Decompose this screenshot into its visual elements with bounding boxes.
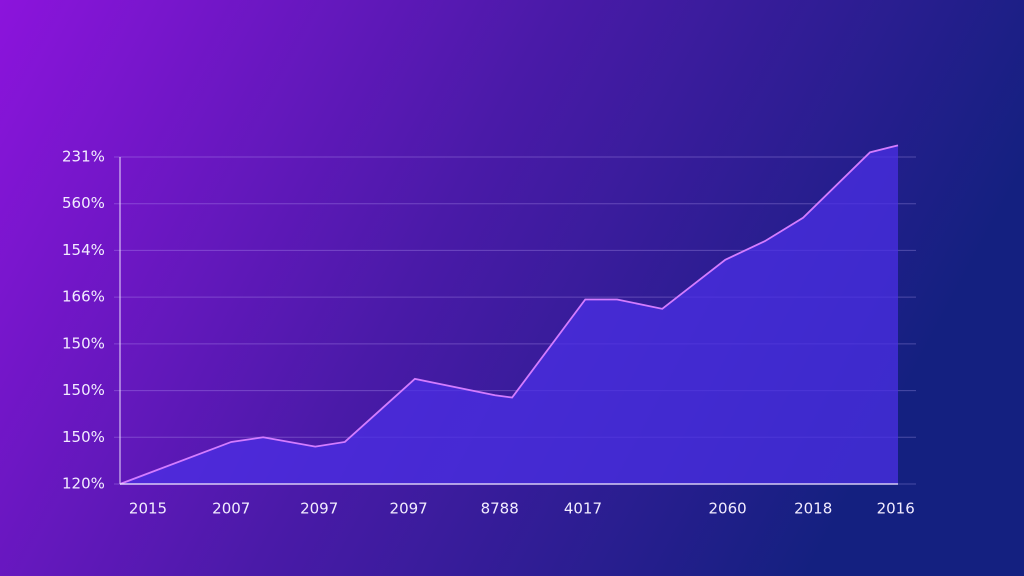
- y-tick-label: 150%: [62, 428, 105, 446]
- x-tick-label: 2060: [709, 500, 747, 518]
- x-tick-label: 4017: [564, 500, 602, 518]
- x-tick-label: 2016: [877, 500, 915, 518]
- x-tick-label: 2015: [129, 500, 167, 518]
- x-tick-label: 2007: [212, 500, 250, 518]
- y-tick-label: 120%: [62, 475, 105, 493]
- y-tick-label: 560%: [62, 194, 105, 212]
- x-tick-label: 2097: [300, 500, 338, 518]
- x-tick-label: 2097: [390, 500, 428, 518]
- line: [119, 144, 899, 485]
- y-tick-label: 150%: [62, 334, 105, 352]
- y-tick-label: 154%: [62, 241, 105, 259]
- area: [120, 145, 898, 485]
- y-tick-label: 231%: [62, 148, 105, 166]
- y-tick-label: 150%: [62, 381, 105, 399]
- x-tick-label: 8788: [481, 500, 519, 518]
- y-tick-label: 166%: [62, 288, 105, 306]
- x-tick-label: 2018: [794, 500, 832, 518]
